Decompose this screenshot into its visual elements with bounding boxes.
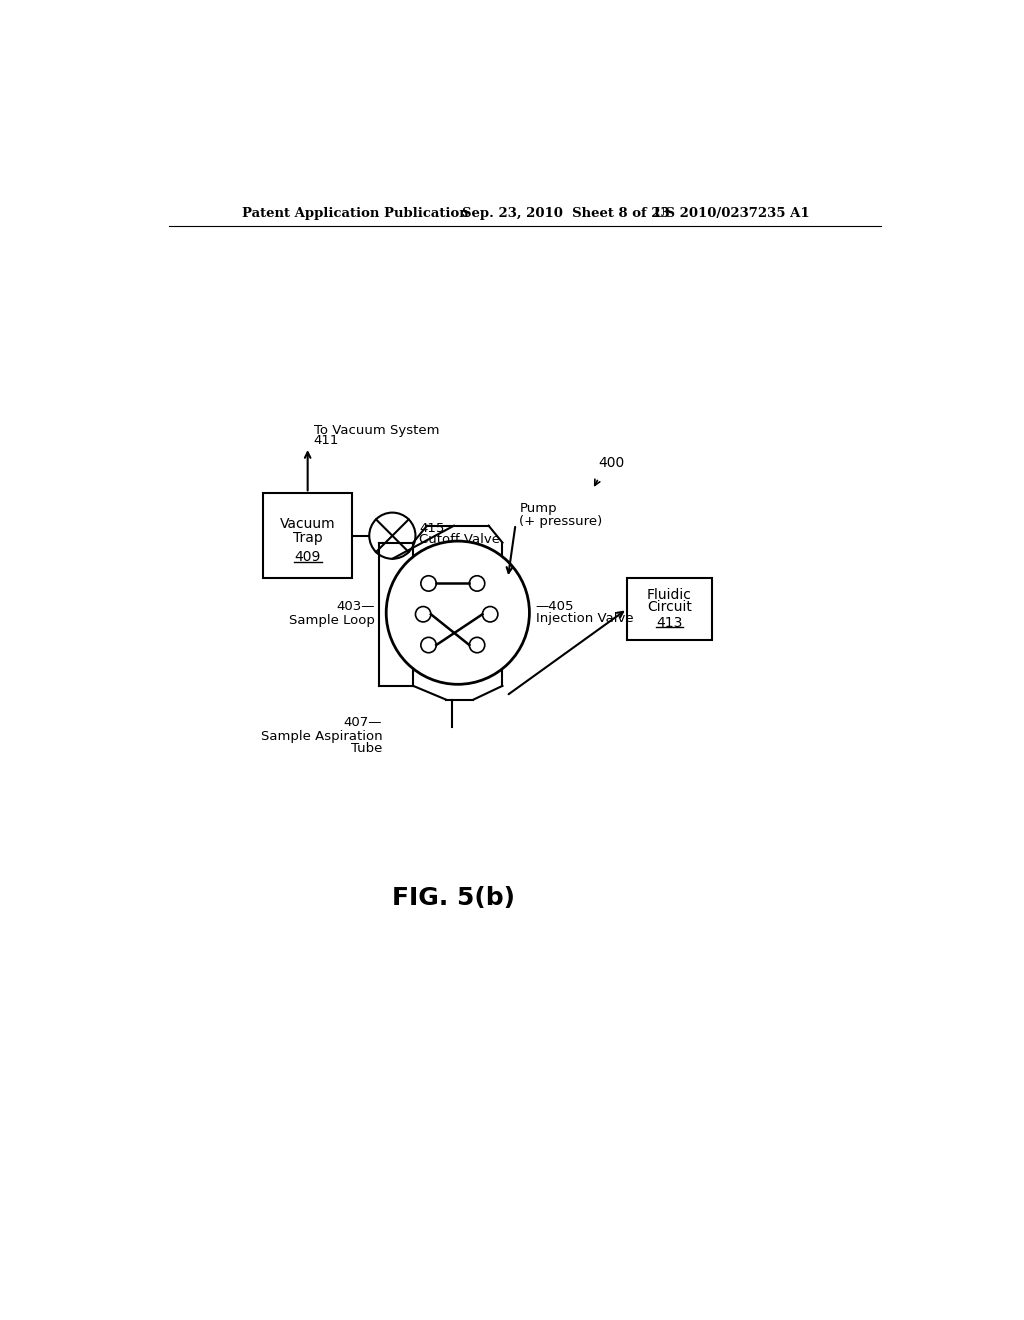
Circle shape — [469, 576, 484, 591]
Circle shape — [416, 607, 431, 622]
Circle shape — [469, 638, 484, 653]
Bar — [628, 578, 712, 640]
Circle shape — [482, 607, 498, 622]
Circle shape — [421, 576, 436, 591]
Text: Pump: Pump — [519, 502, 557, 515]
Circle shape — [386, 541, 529, 684]
Text: 413: 413 — [656, 615, 683, 630]
Text: —405: —405 — [536, 601, 574, 612]
Text: US 2010/0237235 A1: US 2010/0237235 A1 — [654, 207, 810, 220]
Text: Sample Aspiration: Sample Aspiration — [261, 730, 382, 743]
Text: Circuit: Circuit — [647, 601, 692, 614]
Text: Sample Loop: Sample Loop — [289, 614, 375, 627]
Text: To Vacuum System: To Vacuum System — [313, 424, 439, 437]
Text: FIG. 5(b): FIG. 5(b) — [392, 886, 515, 909]
Text: 400: 400 — [599, 455, 625, 470]
Text: Sep. 23, 2010  Sheet 8 of 23: Sep. 23, 2010 Sheet 8 of 23 — [462, 207, 670, 220]
Text: Tube: Tube — [351, 742, 382, 755]
Text: Fluidic: Fluidic — [647, 587, 692, 602]
Text: Trap: Trap — [293, 531, 323, 545]
Text: 407—: 407— — [344, 717, 382, 730]
Text: 409: 409 — [295, 550, 321, 564]
Bar — [263, 494, 352, 578]
Text: Injection Valve: Injection Valve — [536, 612, 633, 626]
Text: Vacuum: Vacuum — [280, 517, 336, 531]
Text: (+ pressure): (+ pressure) — [519, 515, 603, 528]
Text: Patent Application Publication: Patent Application Publication — [243, 207, 469, 220]
Text: 415: 415 — [419, 521, 444, 535]
Text: Cutoff Valve: Cutoff Valve — [419, 533, 501, 546]
Text: 411: 411 — [313, 434, 339, 447]
Text: 403—: 403— — [336, 601, 375, 612]
Circle shape — [421, 638, 436, 653]
Circle shape — [370, 512, 416, 558]
